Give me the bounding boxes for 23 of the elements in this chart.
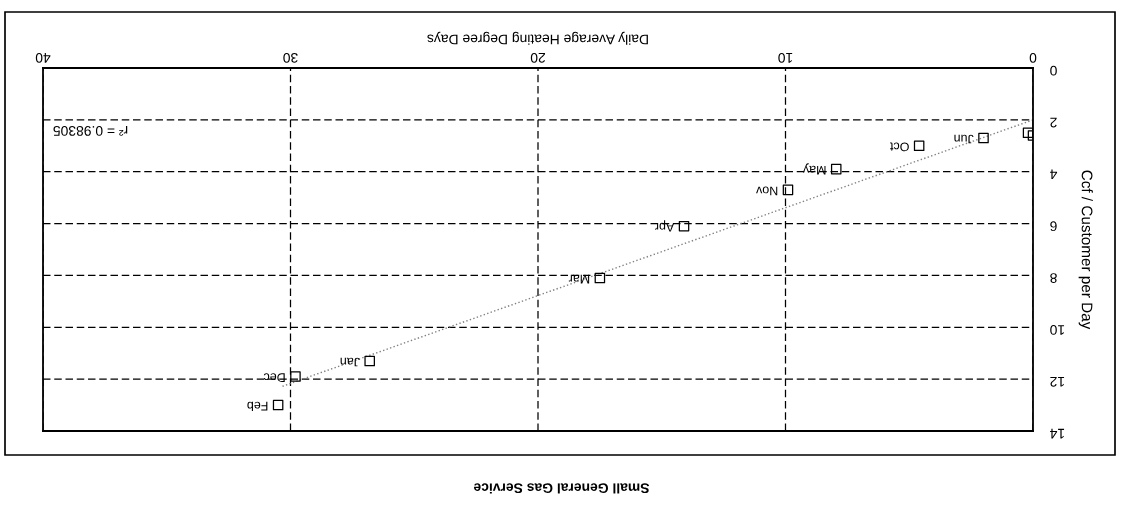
y-tick-label: 8 (1050, 273, 1057, 283)
annotation: Dec (263, 373, 285, 382)
y-tick-label: 10 (1050, 325, 1065, 335)
y-tick-label: 2 (1050, 117, 1057, 128)
x-tick-label: 40 (35, 52, 51, 63)
x-tick-label: 30 (283, 52, 298, 63)
text: Small General Gas Service (473, 483, 650, 494)
x-tick-label: 20 (530, 52, 546, 63)
y-axis-title: Ccf / Customer per Day (1078, 170, 1093, 330)
y-tick-label: 12 (1050, 376, 1065, 387)
x-tick-label: 10 (778, 52, 793, 63)
annotation: Oct (890, 142, 909, 152)
y-tick-label: 0 (1050, 65, 1057, 76)
y-tick-label: 4 (1050, 169, 1058, 180)
y-tick-label: 6 (1050, 221, 1057, 232)
annotation: Jan (340, 357, 360, 367)
annotation: Jun (954, 134, 974, 144)
x-axis-title: Daily Average Heating Degree Days (427, 31, 648, 45)
annotation: r² = 0.98305 (53, 125, 128, 136)
y-tick-label: 14 (1050, 428, 1065, 439)
x-tick-label: 0 (1029, 52, 1037, 63)
annotation: Feb (247, 401, 268, 411)
annotation: Nov (756, 186, 778, 196)
